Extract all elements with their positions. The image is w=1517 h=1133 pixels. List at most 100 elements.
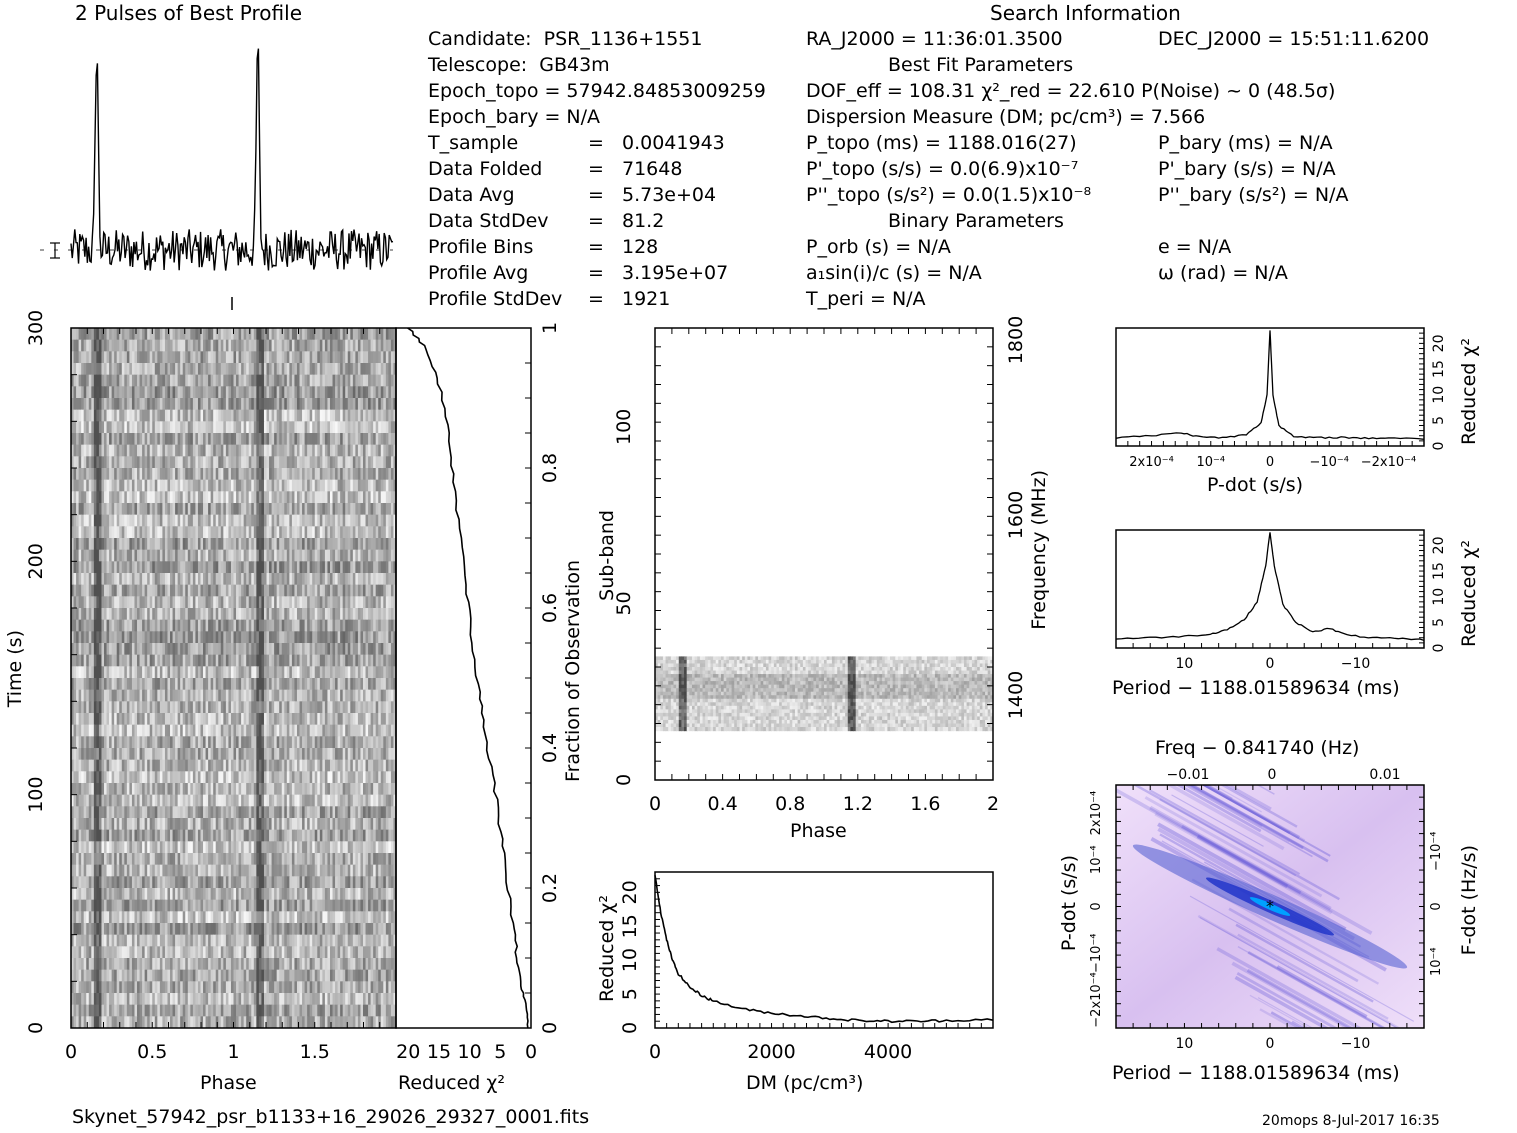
- time-phase-cell: [137, 689, 141, 702]
- time-phase-cell: [177, 526, 181, 539]
- time-phase-cell: [246, 374, 250, 387]
- time-phase-cell: [368, 619, 372, 632]
- time-phase-cell: [218, 538, 222, 551]
- time-phase-cell: [187, 584, 191, 597]
- time-phase-cell: [149, 608, 153, 621]
- time-phase-cell: [205, 514, 209, 527]
- time-phase-cell: [352, 363, 356, 376]
- time-phase-cell: [180, 654, 184, 667]
- time-phase-cell: [225, 619, 230, 632]
- time-phase-cell: [190, 421, 194, 434]
- time-phase-cell: [228, 503, 232, 516]
- time-phase-cell: [329, 549, 334, 562]
- time-phase-cell: [187, 654, 191, 667]
- time-phase-cell: [137, 701, 141, 714]
- time-phase-cell: [302, 479, 306, 492]
- time-phase-cell: [167, 654, 171, 667]
- time-phase-cell: [98, 526, 103, 539]
- time-phase-cell: [205, 526, 209, 539]
- time-phase-cell: [91, 328, 95, 341]
- time-phase-cell: [159, 444, 164, 457]
- time-phase-cell: [111, 479, 115, 492]
- time-phase-cell: [114, 491, 118, 504]
- time-phase-cell: [167, 608, 171, 621]
- time-phase-cell: [246, 479, 250, 492]
- time-phase-cell: [233, 456, 237, 469]
- time-phase-cell: [154, 631, 158, 644]
- time-phase-cell: [362, 456, 367, 469]
- time-phase-cell: [332, 584, 336, 597]
- time-phase-cell: [357, 328, 362, 341]
- time-phase-cell: [167, 398, 171, 411]
- time-phase-cell: [197, 549, 202, 562]
- time-phase-cell: [243, 386, 247, 399]
- time-phase-cell: [322, 421, 326, 434]
- time-phase-cell: [299, 654, 303, 667]
- time-phase-cell: [263, 549, 268, 562]
- time-phase-cell: [98, 631, 103, 644]
- time-phase-cell: [248, 759, 252, 772]
- time-phase-cell: [294, 689, 298, 702]
- time-phase-cell: [104, 701, 108, 714]
- time-phase-cell: [271, 374, 275, 387]
- time-phase-cell: [154, 713, 158, 726]
- time-phase-cell: [83, 433, 87, 446]
- time-phase-cell: [309, 526, 313, 539]
- time-phase-cell: [342, 584, 346, 597]
- time-phase-cell: [370, 421, 374, 434]
- time-phase-cell: [208, 596, 212, 609]
- time-phase-cell: [357, 409, 362, 422]
- time-phase-cell: [360, 339, 364, 352]
- time-phase-cell: [365, 561, 369, 574]
- time-phase-cell: [220, 456, 224, 469]
- time-phase-cell: [322, 573, 326, 586]
- time-phase-cell: [129, 328, 133, 341]
- time-phase-cell: [192, 409, 197, 422]
- time-phase-cell: [180, 409, 184, 422]
- time-phase-cell: [241, 724, 245, 737]
- time-phase-cell: [205, 444, 209, 457]
- time-phase-cell: [88, 514, 92, 527]
- time-phase-cell: [340, 748, 344, 761]
- time-phase-cell: [314, 654, 318, 667]
- time-phase-cell: [215, 433, 219, 446]
- time-phase-cell: [375, 398, 379, 411]
- time-phase-cell: [393, 631, 396, 644]
- time-phase-cell: [162, 351, 166, 364]
- time-phase-cell: [375, 363, 379, 376]
- time-phase-cell: [159, 771, 164, 784]
- time-phase-cell: [286, 596, 290, 609]
- time-phase-cell: [96, 351, 100, 364]
- time-phase-cell: [307, 526, 311, 539]
- time-phase-cell: [253, 468, 257, 481]
- time-phase-cell: [121, 748, 125, 761]
- time-phase-cell: [269, 689, 273, 702]
- time-phase-cell: [362, 328, 367, 341]
- time-phase-cell: [375, 456, 379, 469]
- time-phase-cell: [299, 468, 303, 481]
- time-phase-cell: [253, 363, 257, 376]
- time-phase-cell: [119, 596, 123, 609]
- time-phase-cell: [243, 689, 247, 702]
- time-phase-cell: [302, 596, 306, 609]
- time-phase-cell: [284, 736, 288, 749]
- time-phase-cell: [170, 409, 174, 422]
- time-phase-cell: [126, 689, 130, 702]
- time-phase-cell: [233, 654, 237, 667]
- time-phase-cell: [256, 398, 260, 411]
- time-phase-cell: [192, 631, 197, 644]
- time-phase-cell: [385, 666, 389, 679]
- time-phase-cell: [362, 491, 367, 504]
- time-phase-cell: [307, 444, 311, 457]
- time-phase-cell: [106, 643, 110, 656]
- time-phase-cell: [190, 549, 194, 562]
- dm-line: Dispersion Measure (DM; pc/cm³) = 7.566: [806, 106, 1206, 128]
- time-phase-cell: [274, 759, 278, 772]
- time-phase-cell: [241, 596, 245, 609]
- time-phase-cell: [124, 409, 128, 422]
- time-phase-cell: [312, 514, 316, 527]
- time-phase-cell: [388, 549, 392, 562]
- time-phase-cell: [78, 724, 82, 737]
- time-phase-cell: [304, 643, 308, 656]
- time-phase-cell: [192, 491, 197, 504]
